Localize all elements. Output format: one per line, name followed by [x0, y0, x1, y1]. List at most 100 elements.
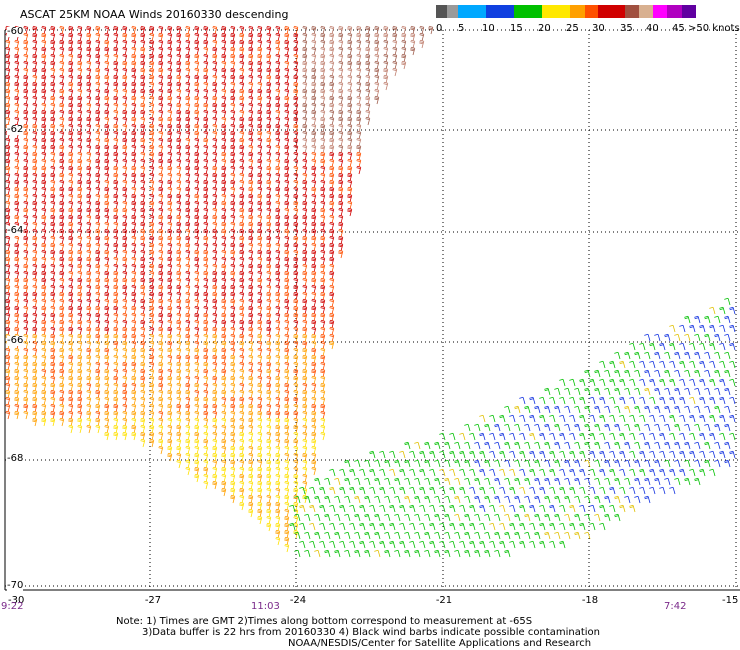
- wind-barb: [679, 432, 686, 441]
- wind-barbs-western-swath: [5, 25, 434, 553]
- wind-barb: [86, 277, 92, 287]
- wind-barb: [167, 354, 173, 364]
- wind-barb: [185, 242, 191, 252]
- wind-barb: [257, 200, 263, 210]
- wind-barb: [320, 193, 326, 203]
- wind-barb: [311, 277, 317, 287]
- wind-barb: [320, 284, 326, 294]
- wind-barb: [275, 368, 281, 378]
- wind-barb: [629, 378, 636, 387]
- wind-barb: [113, 207, 119, 217]
- map-title: ASCAT 25KM NOAA Winds 20160330 descendin…: [20, 8, 289, 21]
- wind-barb: [584, 387, 591, 396]
- wind-barb: [149, 382, 155, 392]
- wind-barb: [634, 369, 641, 378]
- wind-barb: [302, 403, 308, 413]
- wind-barb: [86, 326, 92, 336]
- wind-barb: [14, 214, 20, 224]
- wind-barb: [203, 53, 209, 63]
- wind-barb: [221, 389, 227, 399]
- wind-barb: [499, 432, 506, 441]
- wind-barb: [122, 151, 128, 161]
- wind-barb: [302, 158, 308, 168]
- wind-barb: [293, 25, 299, 35]
- wind-barb: [266, 207, 272, 217]
- wind-barb: [534, 513, 541, 522]
- wind-barb: [41, 172, 47, 182]
- wind-barb: [302, 179, 308, 189]
- wind-barb: [158, 221, 164, 231]
- wind-barb: [176, 116, 182, 126]
- wind-barb: [338, 109, 344, 119]
- wind-barb: [149, 109, 155, 119]
- wind-barb: [77, 312, 83, 322]
- wind-barb: [41, 249, 47, 259]
- wind-barb: [311, 88, 317, 98]
- wind-barb: [50, 228, 56, 238]
- wind-barb: [239, 109, 245, 119]
- wind-barb: [176, 354, 182, 364]
- wind-barb: [509, 414, 516, 423]
- wind-barb: [95, 221, 101, 231]
- wind-barb: [248, 95, 254, 105]
- wind-barb: [599, 522, 606, 531]
- wind-barb: [329, 123, 335, 133]
- wind-barb: [664, 387, 671, 396]
- wind-barb: [257, 277, 263, 287]
- wind-barb: [239, 319, 245, 329]
- wind-barb: [149, 81, 155, 91]
- wind-barb: [729, 450, 736, 459]
- wind-barb: [704, 333, 711, 342]
- wind-barb: [149, 431, 155, 441]
- wind-barb: [347, 32, 353, 42]
- wind-barb: [41, 382, 47, 392]
- wind-barb: [32, 235, 38, 245]
- wind-barb: [230, 410, 236, 420]
- wind-barb: [320, 256, 326, 266]
- wind-barb: [714, 405, 721, 414]
- wind-barb: [140, 25, 146, 35]
- wind-barb: [293, 67, 299, 77]
- wind-barb: [185, 172, 191, 182]
- wind-barb: [719, 360, 726, 369]
- wind-barb: [41, 158, 47, 168]
- wind-barb: [140, 193, 146, 203]
- wind-barb: [569, 522, 576, 531]
- wind-barb: [404, 495, 411, 504]
- wind-barb: [311, 326, 317, 336]
- wind-barb: [654, 405, 661, 414]
- wind-barb: [185, 438, 191, 448]
- wind-barb: [347, 39, 353, 49]
- wind-barb: [339, 468, 346, 477]
- wind-barb: [212, 25, 218, 35]
- wind-barb: [248, 137, 254, 147]
- wind-barb: [338, 46, 344, 56]
- wind-barb: [131, 144, 137, 154]
- wind-barb: [122, 144, 128, 154]
- wind-barb: [689, 468, 696, 477]
- wind-barb: [176, 123, 182, 133]
- wind-barb: [212, 270, 218, 280]
- wind-barb: [293, 193, 299, 203]
- wind-barb: [709, 378, 716, 387]
- wind-barb: [320, 144, 326, 154]
- wind-barb: [454, 531, 461, 540]
- wind-barb: [679, 378, 686, 387]
- wind-barb: [158, 340, 164, 350]
- wind-barb: [86, 74, 92, 84]
- wind-barb: [104, 109, 110, 119]
- wind-barb: [176, 193, 182, 203]
- wind-barb: [624, 441, 631, 450]
- wind-barb: [149, 319, 155, 329]
- wind-barb: [320, 116, 326, 126]
- wind-barb: [230, 473, 236, 483]
- wind-barb: [424, 531, 431, 540]
- wind-barb: [359, 468, 366, 477]
- wind-barb: [185, 256, 191, 266]
- wind-barb: [203, 347, 209, 357]
- wind-barb: [185, 417, 191, 427]
- wind-barb: [140, 144, 146, 154]
- wind-barb: [176, 74, 182, 84]
- wind-barb: [401, 25, 407, 35]
- wind-barb: [302, 459, 308, 469]
